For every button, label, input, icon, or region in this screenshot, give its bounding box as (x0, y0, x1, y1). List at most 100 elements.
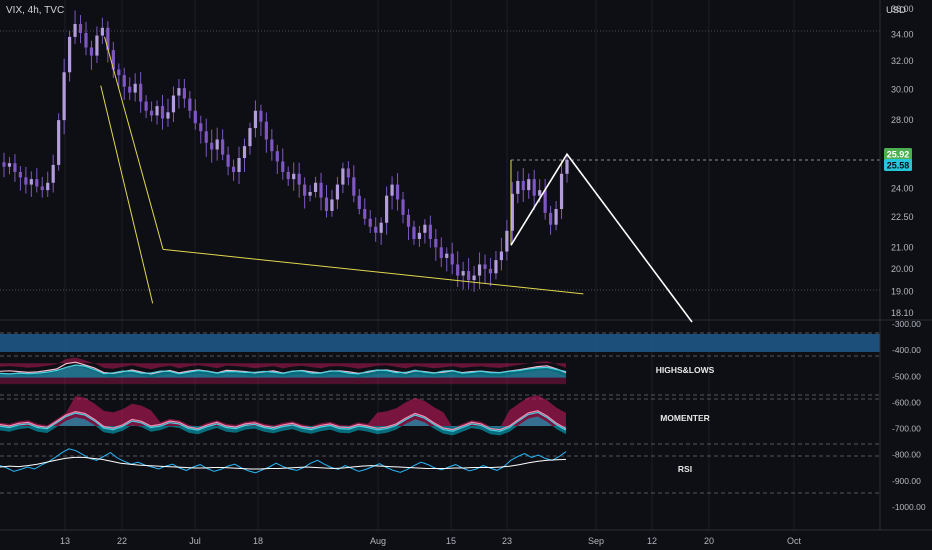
candle-body (100, 27, 104, 36)
momenter-indicator (0, 395, 567, 436)
price-tick-label: 28.00 (891, 115, 914, 125)
candle-body (549, 212, 553, 225)
price-tick-label: 30.00 (891, 85, 914, 95)
candle-body (133, 83, 137, 93)
channel-lower-line (100, 85, 154, 304)
rsi-line (0, 448, 567, 474)
time-tick-label: Oct (787, 536, 802, 546)
indicator-axis: -300.00 -400.00 -500.00 -600.00 -700.00 -800.… (892, 319, 926, 512)
candle-body (117, 69, 121, 76)
channel-upper-extension (163, 248, 584, 295)
price-tick-label: 32.00 (891, 56, 914, 66)
candle-body (379, 222, 383, 233)
price-tag-high-box (884, 148, 912, 160)
price-tag-last-value: 25.58 (887, 161, 910, 171)
candle-body (445, 253, 449, 258)
candle-body (346, 168, 350, 178)
indicator-label-momenter: MOMENTER (660, 413, 710, 423)
time-tick-label: 22 (117, 536, 127, 546)
time-tick-label: 15 (446, 536, 456, 546)
candle-body (40, 186, 44, 191)
price-tick-label: 22.50 (891, 212, 914, 222)
candle-body (341, 168, 345, 185)
candle-body (226, 154, 230, 167)
candle-body (46, 182, 50, 191)
time-tick-label: Jul (189, 536, 201, 546)
candle-body (248, 128, 252, 147)
time-tick-label: 23 (502, 536, 512, 546)
candle-body (57, 120, 61, 165)
candle-body (363, 209, 367, 219)
candle-body (221, 139, 225, 155)
candle-body (483, 264, 487, 269)
highs-lows-line-2 (0, 364, 567, 375)
indicator-label-highs-lows: HIGHS&LOWS (656, 365, 715, 375)
candle-body (286, 171, 290, 180)
candle-body (7, 163, 12, 167)
candle-body (24, 177, 28, 185)
candle-body (368, 218, 372, 227)
indicator-label-rsi: RSI (678, 464, 692, 474)
candle-body (149, 110, 154, 116)
symbol-title[interactable]: VIX, 4h, TVC (6, 5, 65, 16)
candle-body (204, 131, 208, 143)
candle-body (439, 247, 443, 258)
time-tick-label: 20 (704, 536, 714, 546)
candle-body (210, 142, 214, 150)
candle-body (472, 275, 476, 281)
highs-lows-indicator (0, 357, 567, 385)
indicator-tick-label: -400.00 (892, 345, 921, 355)
candle-body (62, 72, 66, 121)
candle-body (95, 35, 99, 56)
candle-body (78, 23, 83, 33)
candlestick-series (2, 10, 569, 292)
candle-body (297, 173, 301, 185)
candle-body (242, 146, 247, 159)
candle-body (35, 179, 39, 187)
candle-body (29, 179, 33, 185)
candle-body (477, 264, 482, 276)
candle-body (67, 36, 72, 73)
candle-body (516, 180, 520, 194)
candle-body (324, 197, 329, 211)
candle-body (428, 224, 432, 239)
candle-body (264, 121, 268, 140)
price-axis: 36.00 34.00 32.00 30.00 28.00 24.00 22.50 21.00… (891, 4, 914, 318)
candle-body (237, 158, 241, 172)
candle-body (2, 162, 6, 167)
time-axis: 13 22 Jul 18 Aug 15 23 Sep 12 20 Oct (60, 536, 802, 546)
candle-body (395, 184, 400, 200)
momenter-line-pink (0, 410, 567, 431)
candle-body (461, 271, 465, 276)
candle-body (281, 161, 285, 172)
candle-body (499, 251, 504, 261)
candle-body (423, 224, 427, 233)
candle-body (335, 184, 340, 200)
highs-lows-lower-band (0, 365, 566, 385)
candle-body (182, 88, 186, 99)
candle-body (352, 177, 356, 196)
candle-body (565, 160, 569, 174)
candle-body (177, 88, 181, 96)
candle-body (488, 268, 493, 274)
candle-body (259, 110, 263, 122)
candle-body (303, 184, 307, 196)
price-tag-high: 25.92 (884, 148, 912, 160)
candle-body (193, 110, 197, 124)
rsi-ma-line (0, 456, 567, 470)
candle-body (330, 199, 334, 211)
time-tick-label: 13 (60, 536, 70, 546)
highs-lows-cyan-band (0, 365, 566, 378)
candle-body (313, 182, 318, 192)
candle-body (319, 182, 323, 198)
candle-body (412, 226, 416, 239)
price-tag-last: 25.58 (884, 159, 912, 171)
candle-body (84, 32, 88, 48)
candle-body (128, 86, 132, 93)
indicator-tick-label: -300.00 (892, 319, 921, 329)
candle-body (417, 232, 422, 239)
candle-body (51, 164, 55, 183)
candle-body (166, 112, 170, 119)
candle-body (188, 98, 192, 111)
